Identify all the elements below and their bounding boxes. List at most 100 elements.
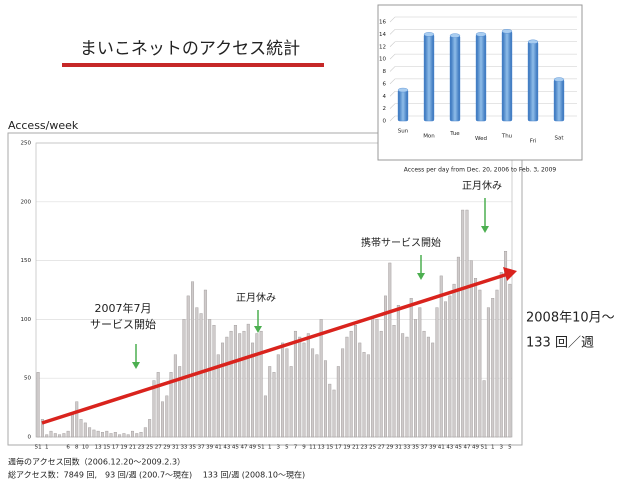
- trend-arrow: [41, 272, 509, 425]
- bar: [208, 319, 212, 438]
- bar: [449, 35, 461, 122]
- bar: [456, 256, 460, 438]
- grid-line: [389, 66, 577, 72]
- bar: [486, 307, 490, 438]
- bar: [122, 433, 126, 438]
- y-tick-label: 14: [379, 32, 386, 38]
- x-tick-label: 17: [335, 445, 342, 451]
- bar: [221, 342, 225, 438]
- bar: [289, 366, 293, 438]
- bar: [285, 348, 289, 438]
- bar: [345, 336, 349, 438]
- x-tick-label: 7: [294, 445, 298, 451]
- x-tick-label: 1: [491, 445, 495, 451]
- bar: [439, 275, 443, 438]
- bar: [139, 432, 143, 438]
- bar: [353, 325, 357, 438]
- bar: [79, 419, 83, 438]
- bar: [148, 419, 152, 438]
- bar: [161, 401, 164, 438]
- bar: [319, 319, 323, 438]
- x-tick-label: 29: [163, 445, 170, 451]
- x-tick-label: 45: [232, 445, 239, 451]
- bar: [349, 330, 353, 438]
- bar: [156, 372, 160, 438]
- x-tick-label: 15: [103, 445, 110, 451]
- bar: [306, 333, 310, 438]
- arrow: [132, 362, 140, 369]
- bar: [49, 430, 53, 438]
- bar: [431, 342, 435, 438]
- y-tick-label: 16: [379, 20, 386, 26]
- x-tick-label: 23: [138, 445, 145, 451]
- y-tick-label: 0: [383, 119, 387, 125]
- y-tick-label: 100: [21, 317, 32, 323]
- bar: [216, 354, 220, 438]
- bar: [332, 389, 336, 438]
- bar-top: [553, 77, 565, 82]
- bar-top: [397, 87, 409, 93]
- y-tick-label: 10: [379, 57, 386, 63]
- bar: [358, 342, 362, 438]
- y-tick-label: 50: [24, 376, 31, 382]
- bar: [130, 430, 134, 438]
- bar: [53, 433, 57, 438]
- grid-line: [389, 16, 577, 23]
- x-tick-label: 37: [198, 445, 205, 451]
- bar: [405, 336, 409, 438]
- bar: [311, 348, 315, 438]
- x-tick-label: 5: [285, 445, 289, 451]
- bar: [186, 295, 190, 438]
- x-tick-label: 51: [481, 445, 488, 451]
- y-tick-label: 8: [383, 69, 387, 75]
- bar: [491, 298, 495, 438]
- chart-frame: [7, 132, 523, 446]
- bar: [66, 430, 70, 438]
- bar: [336, 366, 340, 438]
- bar: [233, 325, 237, 438]
- x-tick-label: 1: [268, 445, 272, 451]
- bar: [229, 330, 233, 438]
- bar: [384, 295, 387, 438]
- bar: [259, 330, 263, 438]
- y-tick-label: 2: [383, 106, 387, 112]
- bar: [70, 413, 74, 438]
- bar: [75, 401, 79, 438]
- bar: [501, 31, 513, 122]
- trend-arrow-head: [503, 267, 517, 281]
- arrow: [254, 326, 262, 333]
- x-tick-label: 51: [35, 445, 42, 451]
- bar: [401, 333, 405, 438]
- bar: [362, 352, 366, 438]
- annotation: 133 回／週: [526, 336, 594, 351]
- bar: [397, 89, 409, 122]
- grid-line: [389, 41, 577, 47]
- bar: [113, 432, 117, 438]
- page-title: まいこネットのアクセス統計: [80, 39, 300, 59]
- inset-caption: Access per day from Dec. 20, 2006 to Feb…: [404, 167, 557, 174]
- x-tick-label: 23: [361, 445, 368, 451]
- x-tick-label: 10: [82, 445, 89, 451]
- annotation: 正月休み: [236, 292, 276, 304]
- bar: [504, 250, 508, 438]
- x-tick-label: 21: [352, 445, 359, 451]
- x-tick-label: Fri: [530, 139, 537, 145]
- bar: [474, 278, 478, 438]
- x-tick-label: 27: [378, 445, 385, 451]
- y-tick-label: 200: [21, 199, 32, 205]
- bar-top: [475, 32, 487, 37]
- bar: [328, 383, 332, 438]
- annotation: 2008年10月〜: [526, 311, 615, 326]
- bar: [396, 305, 400, 438]
- grid-line: [389, 53, 577, 60]
- x-tick-label: 33: [180, 445, 187, 451]
- bar: [105, 430, 109, 438]
- x-tick-label: 27: [155, 445, 162, 451]
- bar: [418, 307, 422, 438]
- x-tick-label: Sun: [398, 129, 409, 135]
- bar: [268, 366, 272, 438]
- x-tick-label: 11: [309, 445, 316, 451]
- bar: [143, 427, 147, 438]
- x-tick-label: 31: [172, 445, 179, 451]
- x-tick-label: 41: [438, 445, 445, 451]
